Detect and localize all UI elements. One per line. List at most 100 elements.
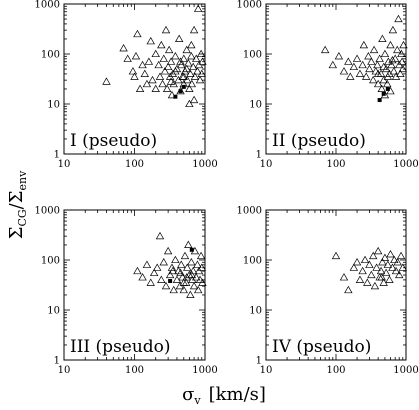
data-point-triangle [367,57,376,65]
data-point-triangle [188,62,198,71]
data-point-triangle [155,231,165,240]
data-point-triangle [376,266,386,275]
y-tick-label: 1 [256,356,262,367]
data-point-triangle [369,251,378,260]
x-axis-title-sub: v [193,394,201,407]
data-point-triangle [148,75,157,84]
data-point-triangle [178,273,187,281]
data-point-triangle [320,45,330,54]
data-point-triangle [171,67,180,75]
data-point-triangle [358,266,367,275]
panel-label: III (pseudo) [70,337,171,357]
data-point-triangle [191,273,201,281]
data-point-triangle [162,84,172,92]
data-point-triangle [377,273,386,281]
data-point-triangle [142,79,152,88]
data-point-triangle [365,260,374,268]
data-point-triangle [174,34,184,42]
y-tick-label: 1000 [237,206,262,217]
data-point-triangle [373,60,382,69]
data-point-triangle [179,72,188,80]
data-point-triangle [180,251,190,260]
data-point-triangle [198,278,207,286]
data-point-triangle [130,72,139,80]
x-tick-label: 100 [125,159,144,170]
x-tick-label: 10 [58,159,71,170]
data-point-triangle [160,67,170,75]
data-point-triangle [179,54,188,62]
data-point-triangle [133,266,142,275]
data-point-triangle [383,72,393,80]
data-point-triangle [189,95,199,104]
data-point-triangle [185,99,194,108]
data-point-triangle [154,60,163,69]
data-point-triangle [138,60,147,69]
data-point-square [377,98,382,103]
data-point-triangle [375,54,384,62]
data-point-triangle [388,25,398,34]
data-point-triangle [369,75,378,84]
data-point-triangle [398,263,408,271]
x-tick-label: 10 [58,365,71,376]
data-point-triangle [379,278,388,286]
y-axis-title-sep: /Σ [6,191,27,210]
data-point-square [168,279,173,284]
x-tick-label: 10 [260,159,273,170]
data-point-triangle [197,69,206,77]
data-point-triangle [349,62,359,71]
y-axis-title-sub1: CG [16,209,29,226]
x-tick-label: 100 [125,365,144,376]
data-point-triangle [166,77,176,85]
data-point-triangle [344,57,353,65]
data-point-triangle [364,51,373,60]
data-point-square [173,94,178,99]
data-point-triangle [153,263,162,271]
panel-label: I (pseudo) [70,131,157,151]
data-point-triangle [186,69,195,77]
y-tick-label: 100 [41,256,60,267]
data-point-triangle [397,57,407,65]
data-point-triangle [180,67,190,75]
data-point-triangle [381,268,391,277]
data-point-triangle [346,72,355,80]
data-point-triangle [179,278,188,286]
data-point-triangle [182,45,191,54]
x-axis-title: σv [km/s] [182,384,266,407]
data-point-triangle [169,79,178,88]
data-point-triangle [388,263,397,271]
data-point-triangle [149,268,159,277]
data-point-triangle [370,281,380,290]
data-point-triangle [157,275,166,283]
data-point-triangle [185,84,194,92]
x-tick-label: 1000 [192,365,217,376]
data-point-triangle [142,260,152,268]
data-point-triangle [190,72,200,80]
data-point-triangle [189,25,199,34]
data-point-triangle [177,260,186,268]
data-point-triangle [165,270,175,279]
data-point-triangle [193,67,202,75]
y-tick-label: 1 [54,356,60,367]
data-point-triangle [373,79,383,88]
data-point-triangle [188,275,197,283]
data-point-triangle [352,54,362,62]
y-tick-label: 10 [47,100,60,111]
data-point-triangle [378,34,387,42]
data-point-triangle [138,273,147,281]
y-tick-label: 1 [54,150,60,161]
data-point-triangle [380,253,390,261]
data-point-triangle [358,60,367,69]
x-tick-label: 10 [260,365,273,376]
data-point-triangle [331,251,341,260]
data-point-triangle [397,49,406,58]
data-point-triangle [195,75,205,84]
data-point-triangle [390,54,400,62]
data-point-triangle [166,57,176,65]
data-point-triangle [381,64,391,73]
panel-label: IV (pseudo) [272,337,371,357]
data-point-triangle [184,240,193,248]
data-point-triangle [369,45,379,54]
data-point-triangle [171,255,180,264]
